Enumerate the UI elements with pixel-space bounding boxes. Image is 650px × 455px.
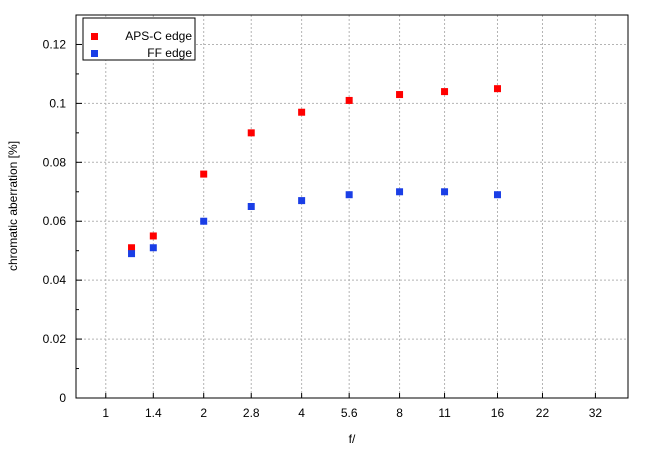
legend: APS-C edge FF edge (82, 17, 196, 61)
x-tick-label: 1 (102, 406, 109, 420)
aps-c-point (200, 170, 208, 178)
x-axis-label: f/ (349, 432, 356, 446)
ff-point (441, 188, 449, 196)
y-tick-label: 0.04 (43, 273, 67, 287)
x-tick-label: 16 (491, 406, 505, 420)
y-tick-label: 0 (59, 391, 66, 405)
ff-point (200, 217, 208, 225)
x-tick-label: 8 (396, 406, 403, 420)
x-tick-label: 5.6 (341, 406, 358, 420)
aps-c-point (493, 85, 501, 93)
x-tick-label: 2.8 (243, 406, 260, 420)
y-tick-label: 0.06 (43, 214, 67, 228)
x-tick-label: 2 (200, 406, 207, 420)
x-tick-label: 4 (298, 406, 305, 420)
aps-c-point (128, 244, 136, 252)
aps-c-point (396, 91, 404, 99)
ff-point (345, 191, 353, 199)
y-axis-label: chromatic aberration [%] (6, 141, 20, 271)
aps-c-point (345, 96, 353, 104)
y-axis: 0 0.02 0.04 0.06 0.08 0.1 0.12 (43, 37, 82, 405)
ff-point (396, 188, 404, 196)
ff-point (149, 244, 157, 252)
ff-point (298, 197, 306, 205)
y-tick-label: 0.1 (49, 96, 66, 110)
ff-point (247, 203, 255, 210)
y-tick-label: 0.02 (43, 332, 67, 346)
aps-c-point (247, 129, 255, 137)
ff-point (493, 191, 501, 199)
legend-label-ff: FF edge (147, 46, 192, 60)
data-points (128, 85, 501, 258)
grid (76, 15, 628, 398)
ff-point (128, 250, 136, 258)
aps-c-point (149, 232, 157, 240)
legend-marker-ff (91, 50, 98, 57)
x-tick-label: 1.4 (145, 406, 162, 420)
x-tick-label: 11 (438, 406, 451, 420)
y-tick-label: 0.08 (43, 155, 67, 169)
x-tick-label: 22 (536, 406, 550, 420)
legend-box (82, 17, 196, 61)
y-tick-label: 0.12 (43, 37, 67, 51)
legend-marker-aps-c (91, 33, 98, 40)
plot-frame (75, 14, 629, 399)
legend-label-aps-c: APS-C edge (125, 29, 192, 43)
aps-c-point (441, 88, 449, 96)
aps-c-point (298, 108, 306, 116)
x-axis: 1 1.4 2 2.8 4 5.6 8 11 16 22 32 (102, 393, 602, 420)
x-tick-label: 32 (589, 406, 603, 420)
